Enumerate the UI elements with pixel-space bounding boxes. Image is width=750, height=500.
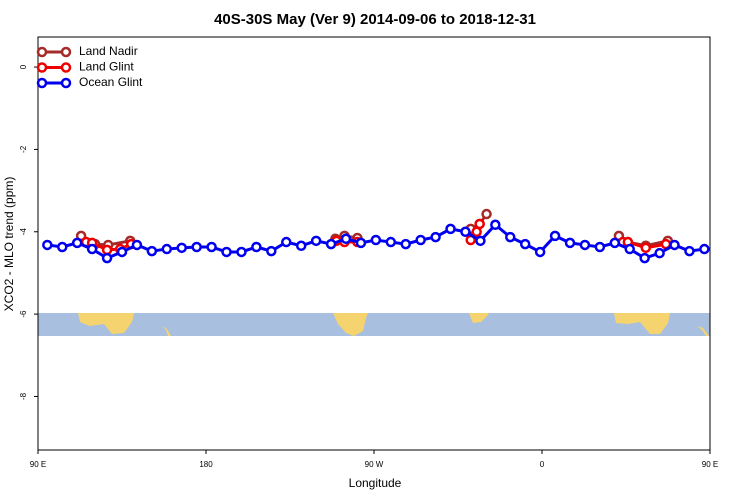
map-strip bbox=[38, 313, 710, 336]
point bbox=[654, 247, 665, 259]
point bbox=[579, 239, 591, 251]
point bbox=[146, 245, 158, 257]
point bbox=[445, 223, 456, 235]
x-tick-label: 90 W bbox=[365, 460, 384, 469]
point bbox=[266, 245, 277, 257]
point bbox=[295, 240, 307, 252]
legend-label: Ocean Glint bbox=[79, 75, 143, 89]
y-tick-label: 0 bbox=[19, 64, 28, 69]
point bbox=[505, 231, 516, 243]
point bbox=[400, 238, 411, 250]
point bbox=[640, 242, 652, 254]
y-tick-label: -2 bbox=[19, 145, 28, 153]
point bbox=[236, 246, 247, 258]
point bbox=[669, 239, 680, 251]
legend-marker bbox=[60, 77, 72, 89]
point bbox=[116, 246, 128, 258]
y-axis-label: XCO2 - MLO trend (ppm) bbox=[2, 177, 16, 312]
point bbox=[624, 243, 635, 255]
legend-marker bbox=[36, 62, 48, 73]
legend-label: Land Nadir bbox=[79, 44, 138, 58]
point bbox=[42, 239, 53, 251]
x-tick-label: 180 bbox=[199, 460, 213, 469]
y-tick-label: -6 bbox=[19, 310, 28, 318]
point bbox=[519, 238, 531, 250]
point bbox=[101, 244, 113, 256]
point bbox=[430, 231, 441, 243]
x-axis-label: Longitude bbox=[349, 476, 402, 490]
y-tick-label: -4 bbox=[19, 228, 28, 236]
x-tick-label: 0 bbox=[540, 460, 545, 469]
point bbox=[176, 242, 187, 254]
point bbox=[191, 241, 202, 253]
point bbox=[475, 235, 486, 247]
point bbox=[206, 241, 217, 253]
legend-marker bbox=[60, 46, 72, 58]
point bbox=[699, 243, 710, 255]
point bbox=[594, 241, 606, 253]
point bbox=[385, 236, 397, 248]
point bbox=[549, 230, 561, 242]
point bbox=[221, 246, 232, 258]
point bbox=[86, 243, 98, 255]
point bbox=[564, 237, 576, 249]
point bbox=[281, 236, 292, 248]
point bbox=[325, 238, 337, 250]
point bbox=[131, 239, 143, 251]
point bbox=[340, 233, 352, 245]
legend-marker bbox=[36, 77, 48, 89]
point bbox=[460, 226, 471, 238]
legend-marker bbox=[36, 46, 48, 58]
point bbox=[639, 252, 650, 264]
point bbox=[490, 219, 501, 231]
point bbox=[161, 243, 173, 255]
point bbox=[57, 241, 68, 253]
point bbox=[609, 237, 621, 249]
legend-label: Land Glint bbox=[79, 60, 134, 74]
point bbox=[370, 234, 382, 246]
x-tick-label: 90 E bbox=[30, 460, 46, 469]
legend-marker bbox=[60, 62, 72, 73]
point bbox=[71, 237, 83, 249]
point bbox=[310, 235, 322, 247]
point bbox=[481, 208, 492, 220]
point bbox=[355, 237, 367, 249]
point bbox=[684, 245, 695, 257]
point bbox=[474, 218, 485, 230]
point bbox=[101, 252, 113, 264]
point bbox=[415, 234, 426, 246]
x-tick-label: 90 E bbox=[702, 460, 718, 469]
y-tick-label: -8 bbox=[19, 392, 28, 400]
point bbox=[251, 241, 262, 253]
chart-title: 40S-30S May (Ver 9) 2014-09-06 to 2018-1… bbox=[214, 11, 536, 28]
point bbox=[534, 246, 546, 258]
